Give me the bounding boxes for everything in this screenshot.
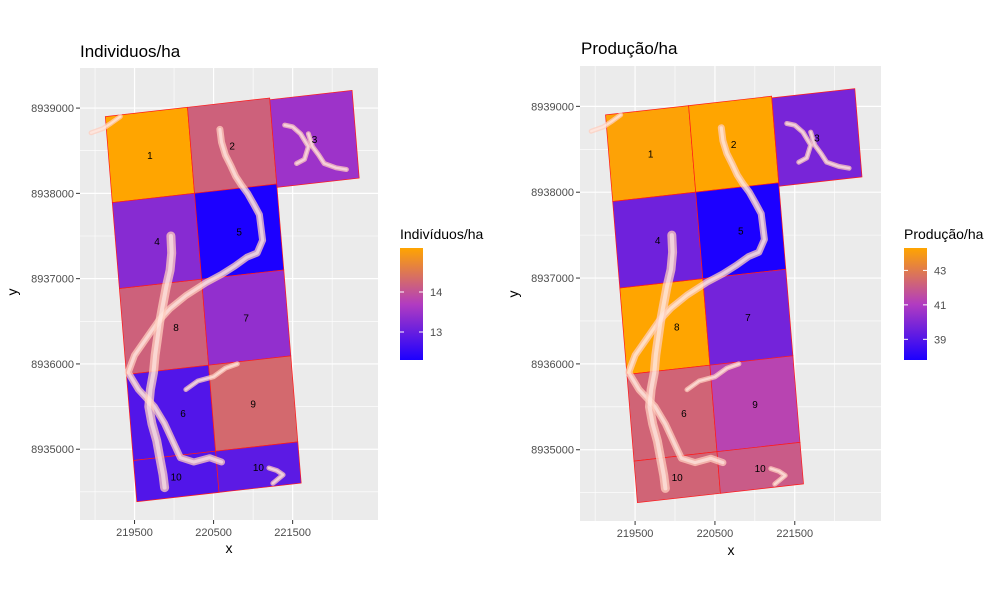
legend: Produção/ha 39 41 43 [904,226,984,360]
y-tick-label: 8939000 [31,103,74,115]
tile-label: 10 [171,473,183,484]
river-centerline [283,123,310,165]
tile-label: 1 [648,150,654,161]
legend-tick-label: 14 [430,287,442,299]
river-centerline [267,466,285,485]
y-tick-label: 8938000 [31,188,74,200]
legend-colorbar [400,248,423,360]
y-tick-label: 8936000 [31,359,74,371]
legend-tick-label: 13 [430,327,442,339]
tile-label: 3 [814,133,820,144]
river-centerline [590,113,622,133]
river-centerline [685,362,741,391]
y-tick-label: 8935000 [531,445,574,457]
legend-colorbar [904,248,927,360]
river-centerline [769,467,787,486]
y-tick-label: 8936000 [531,359,574,371]
tile-label: 10 [755,464,767,475]
tile-label: 3 [312,135,318,146]
chart-title: Produção/ha [581,39,678,58]
legend-tick-label: 43 [934,265,946,277]
tile-label: 10 [253,463,265,474]
river-centerline [126,127,265,464]
river-centerline [146,233,174,490]
y-tick-label: 8939000 [531,101,574,113]
x-axis-title: x [728,542,735,558]
tile-label: 4 [655,236,661,247]
legend-tick-label: 41 [934,300,946,312]
tile-label: 10 [672,473,684,484]
tile-label: 5 [236,228,242,239]
legend-title: Produção/ha [904,226,984,242]
tile-label: 9 [752,400,758,411]
river-centerline [184,362,239,391]
legend-title: Indivíduos/ha [400,226,483,242]
x-tick-label: 220500 [697,528,734,540]
chart-producao: Produção/ha 1 2 3 4 5 7 9 10 10 8 6 219500 220500 22… [505,39,984,558]
river-centerline [809,130,851,170]
legend-tick-label: 39 [934,334,946,346]
x-tick-label: 221500 [274,527,311,539]
y-axis-title: y [505,291,521,298]
river-centerline [89,115,122,134]
tile-label: 9 [250,400,256,411]
tile-label: 7 [243,314,249,325]
y-tick-label: 8937000 [531,273,574,285]
tile-label: 1 [147,151,153,162]
river-centerline [627,126,766,465]
river-centerline [785,122,812,164]
tile-label: 8 [173,323,179,334]
y-tick-label: 8937000 [31,274,74,286]
y-tick-label: 8938000 [531,187,574,199]
river-centerline [647,233,675,491]
plot-tile-3 [771,88,863,187]
chart-title: Individuos/ha [80,42,181,61]
tile-label: 7 [745,313,751,324]
tile-label: 2 [229,142,235,153]
y-tick-label: 8935000 [31,444,74,456]
tile-label: 6 [681,409,687,420]
x-tick-label: 221500 [776,528,813,540]
x-tick-label: 219500 [116,527,153,539]
x-axis-title: x [226,540,233,556]
y-axis-title: y [4,289,20,296]
tile-label: 8 [674,323,680,334]
x-tick-label: 219500 [617,528,654,540]
legend: Indivíduos/ha 13 14 [400,226,483,360]
tile-label: 5 [738,227,744,238]
river-centerline [307,132,348,171]
plot-tile-3 [269,90,360,188]
tile-label: 2 [731,140,737,151]
x-tick-label: 220500 [195,527,232,539]
tile-label: 6 [180,409,186,420]
chart-individuos: Individuos/ha 1 2 3 4 5 7 9 10 10 8 6 219500 220500… [4,42,483,556]
tile-label: 4 [154,237,160,248]
